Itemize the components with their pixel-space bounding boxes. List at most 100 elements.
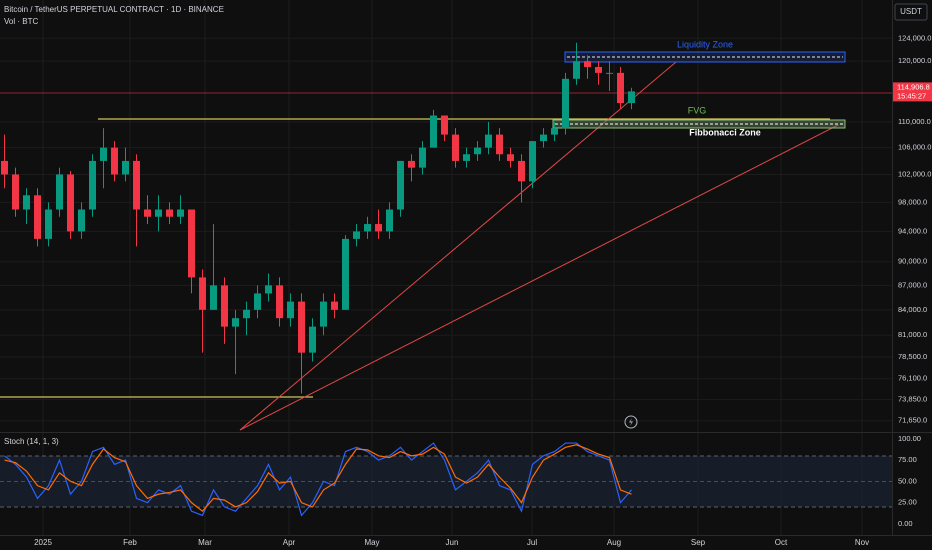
trend-line (239, 124, 839, 431)
y-tick-label: 87,000.0 (898, 280, 927, 289)
candle-body (100, 147, 107, 161)
y-tick-label: 71,650.0 (898, 416, 927, 425)
currency: USDT (900, 7, 922, 16)
event-icon[interactable] (624, 415, 638, 429)
candle-body (485, 134, 492, 148)
x-tick-label: May (364, 538, 379, 547)
y-tick-label: 76,100.0 (898, 374, 927, 383)
grid (0, 0, 892, 535)
y-tick-label: 120,000.0 (898, 56, 931, 65)
candle-body (56, 174, 63, 210)
candle-body (254, 293, 261, 310)
liquidity-label: Liquidity Zone (677, 39, 733, 49)
candle-body (573, 61, 580, 79)
y-tick-label: 124,000.0 (898, 33, 931, 42)
x-tick-label: Nov (855, 538, 869, 547)
candle-body (265, 285, 272, 294)
x-tick-label: Apr (283, 538, 296, 547)
currency-button[interactable] (894, 3, 928, 21)
y-tick-label: 75.00 (898, 455, 917, 464)
candle-body (606, 72, 613, 74)
y-tick-label: 100.00 (898, 434, 921, 443)
x-tick-label: Jun (446, 538, 459, 547)
candle-body (210, 285, 217, 310)
y-tick-label: 90,000.0 (898, 257, 927, 266)
candle-body (496, 134, 503, 155)
y-tick-label: 102,000.0 (898, 169, 931, 178)
fvg-zone (552, 119, 846, 129)
candle-body (463, 154, 470, 161)
candle-body (419, 147, 426, 168)
candle-body (364, 224, 371, 232)
last-price-box (893, 82, 932, 102)
candle-body (34, 195, 41, 239)
fvg-label: FVG (688, 105, 707, 115)
y-tick-label: 78,500.0 (898, 352, 927, 361)
candle-body (529, 141, 536, 182)
candle-body (12, 174, 19, 210)
candle-body (518, 160, 525, 182)
candle-body (232, 318, 239, 327)
candle-body (122, 160, 129, 175)
candle-body (1, 160, 8, 175)
x-tick-label: Aug (607, 538, 621, 547)
x-tick-label: 2025 (34, 538, 52, 547)
y-tick-label: 25.00 (898, 498, 917, 507)
candle-body (89, 160, 96, 210)
y-tick-label: 94,000.0 (898, 226, 927, 235)
chart-title: Bitcoin / TetherUS PERPETUAL CONTRACT · … (4, 5, 224, 14)
candle-body (441, 115, 448, 135)
countdown: 15:45:27 (897, 91, 926, 100)
stoch-line (4, 442, 632, 517)
candle-body (342, 238, 349, 310)
candle-body (551, 128, 558, 135)
candle-body (144, 209, 151, 217)
fib-label: Fibbonacci Zone (689, 127, 761, 137)
y-tick-label: 110,000.0 (898, 117, 931, 126)
y-tick-label: 0.00 (898, 519, 913, 528)
candle-body (276, 285, 283, 319)
trend-line (239, 61, 677, 431)
candle-body (133, 160, 140, 210)
y-tick-label: 81,000.0 (898, 330, 927, 339)
x-tick-label: Sep (691, 538, 706, 547)
candle-body (386, 209, 393, 232)
x-tick-label: Jul (527, 538, 537, 547)
candle-body (353, 231, 360, 239)
candle-body (166, 209, 173, 217)
x-tick-label: Mar (198, 538, 212, 547)
candle-body (221, 285, 228, 327)
y-tick-label: 73,850.0 (898, 395, 927, 404)
stoch-title: Stoch (14, 1, 3) (4, 437, 59, 446)
candles (1, 42, 635, 394)
candle-body (78, 209, 85, 232)
candle-body (584, 61, 591, 67)
candle-body (309, 326, 316, 353)
last-price: 114,906.8 (897, 82, 930, 91)
x-tick-label: Oct (775, 538, 788, 547)
candle-body (617, 72, 624, 104)
candle-body (298, 301, 305, 353)
candle-body (320, 301, 327, 327)
candle-body (628, 91, 635, 104)
event-icon-bolt (629, 418, 633, 426)
y-tick-label: 84,000.0 (898, 305, 927, 314)
candle-body (408, 160, 415, 168)
x-tick-label: Feb (123, 538, 137, 547)
stoch-line (4, 444, 632, 512)
candle-body (507, 154, 514, 161)
candle-body (188, 209, 195, 278)
candle-body (287, 301, 294, 319)
candle-body (23, 195, 30, 210)
candle-body (155, 209, 162, 217)
stoch (4, 442, 632, 517)
axes: 2025 Feb Mar Apr May Jun Jul Aug Sep Oct Nov 124,00… (34, 33, 932, 547)
candle-body (452, 134, 459, 161)
candle-body (67, 174, 74, 232)
candle-body (111, 147, 118, 175)
volume-label: Vol · BTC (4, 17, 38, 26)
y-tick-label: 106,000.0 (898, 143, 931, 152)
candle-body (331, 301, 338, 310)
candle-body (397, 160, 404, 210)
